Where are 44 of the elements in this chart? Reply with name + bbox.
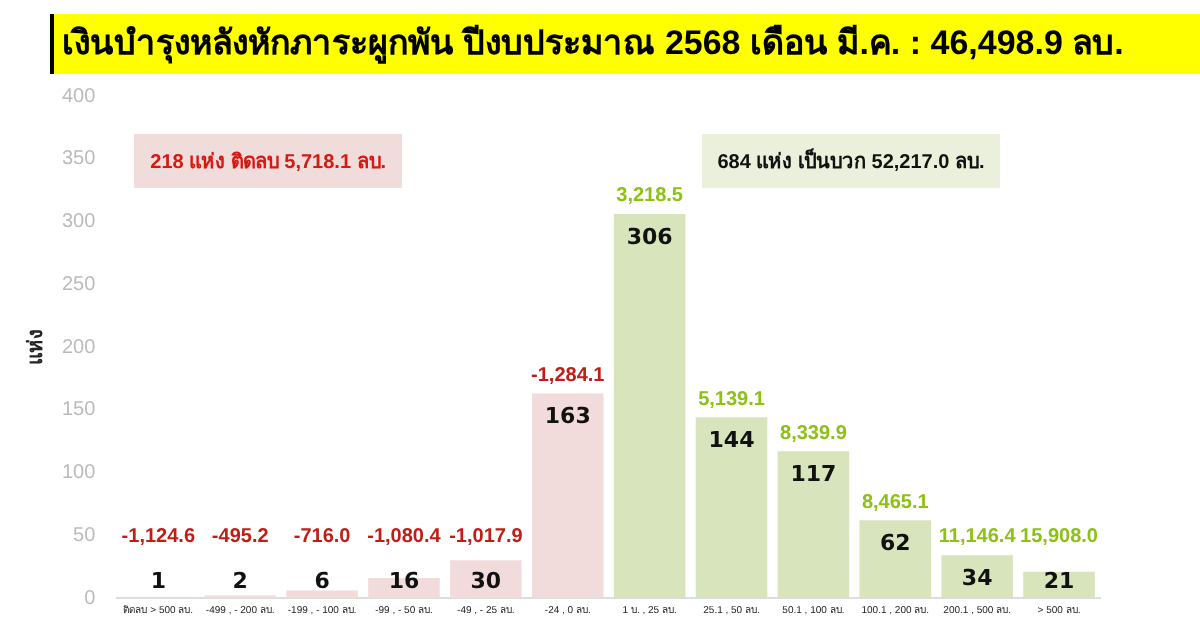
annotation: -1,080.4 [367,525,442,548]
y-tick-label: 100 [61,462,97,484]
y-tick-label: 400 [61,85,97,108]
y-axis-title: แห่ง [23,329,48,365]
y-tick-label: 50 [73,524,97,547]
data-label: 62 [879,529,911,556]
data-label: 117 [790,460,837,487]
annotation: -1,284.1 [531,364,606,387]
chart-title: เงินบำรุงหลังหักภาระผูกพัน ปีงบประมาณ 2568 เดือน มี.ค. : 46,498.9 ลบ. [50,14,1200,74]
annotation: 11,146.4 [938,525,1017,548]
data-label: 34 [961,565,994,592]
bar [531,393,604,598]
data-label: 16 [388,567,420,594]
data-label: 163 [544,403,591,430]
annotation: -1,017.9 [449,525,524,548]
bar [941,555,1013,598]
bar [859,520,932,598]
annotation: 3,218.5 [616,185,684,208]
bar [613,213,686,598]
y-tick-label: 350 [61,148,97,171]
annotation: -1,124.6 [121,525,196,548]
annotation: 218 แห่ง ติดลบ 5,718.1 ลบ. [134,134,403,189]
y-tick-label: 200 [61,336,97,359]
bar [777,451,850,598]
data-label: 30 [470,567,502,594]
annotation: 8,339.9 [780,422,848,445]
data-label: 6 [314,567,331,594]
annotation: 684 แห่ง เป็นบวก 52,217.0 ลบ. [701,134,1001,189]
bar [695,417,768,598]
y-tick-label: 150 [61,399,97,422]
annotation: 5,139.1 [698,388,766,411]
data-label: 1 [150,567,166,594]
annotation: -716.0 [293,525,352,548]
annotation: 8,465.1 [861,491,930,514]
y-tick-label: 250 [61,273,97,296]
bar [286,590,358,598]
data-label: 2 [232,567,248,594]
data-label: 21 [1043,567,1075,594]
annotation: -495.2 [211,525,270,548]
y-tick-label: 0 [84,587,97,610]
y-tick-label: 300 [61,211,97,233]
data-label: 306 [626,223,674,250]
annotation: 15,908.0 [1020,525,1099,548]
data-label: 144 [708,427,756,453]
